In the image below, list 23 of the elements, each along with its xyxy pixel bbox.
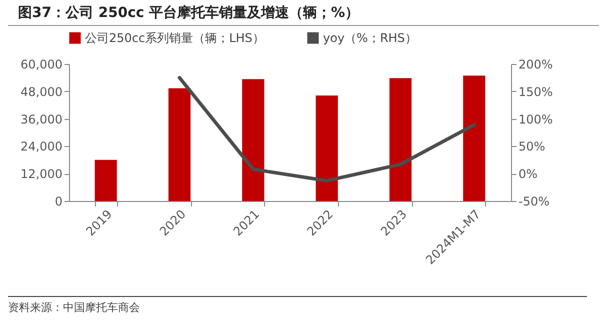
bar (316, 96, 338, 201)
y2-tick-label: 100% (518, 112, 553, 126)
legend-label: yoy（%；RHS） (323, 31, 417, 45)
y-tick-label: 48,000 (20, 84, 62, 99)
y-tick-label: 12,000 (20, 167, 62, 182)
bar (94, 160, 117, 201)
y-tick-label: 24,000 (20, 140, 62, 154)
y-tick-label: 0 (54, 194, 62, 208)
bar (242, 79, 264, 201)
line-series (178, 76, 476, 182)
y2-tick-label: 0% (518, 167, 538, 182)
chart-title: 图37：公司 250cc 平台摩托车销量及增速（辆；%） (8, 0, 599, 26)
bar (463, 76, 486, 201)
y-tick-label: 60,000 (20, 58, 62, 72)
text: 资料来源：中国摩托车商会 (8, 296, 587, 315)
y2-tick-label: -50% (518, 194, 550, 208)
y-tick-label: 36,000 (20, 112, 62, 126)
legend-label: 公司250cc系列销量（辆；LHS） (85, 31, 264, 45)
y2-tick-label: 200% (518, 58, 553, 72)
bar (389, 78, 412, 201)
bar (168, 88, 191, 201)
y2-tick-label: 150% (518, 84, 553, 99)
y2-tick-label: 50% (518, 140, 546, 154)
